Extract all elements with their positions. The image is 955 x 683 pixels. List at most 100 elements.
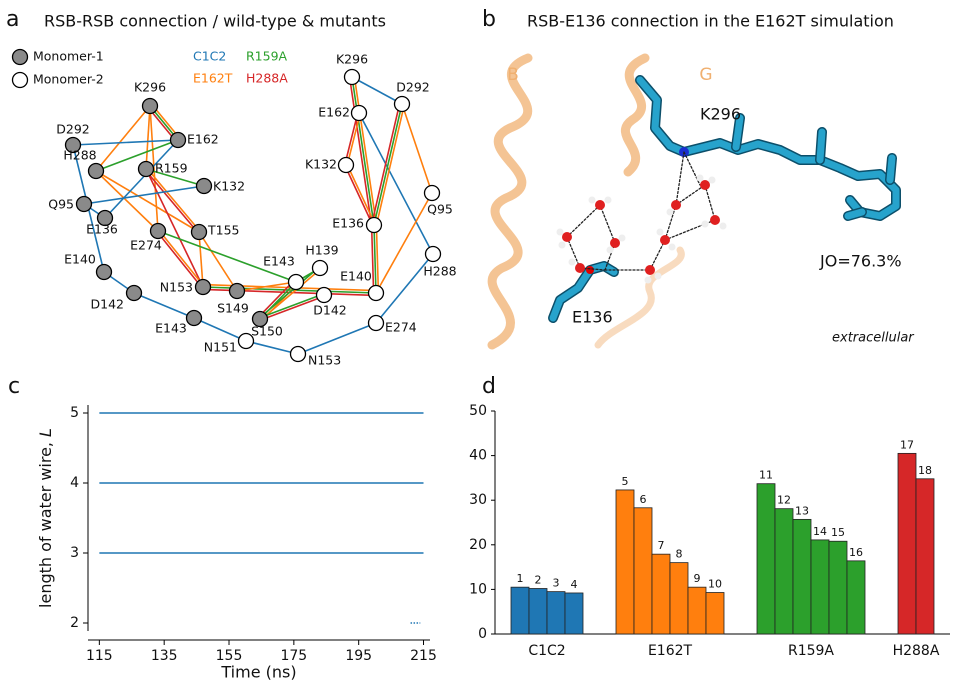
legend-label: Monomer-1 bbox=[33, 49, 104, 64]
panel-letter: c bbox=[8, 374, 20, 399]
edge bbox=[133, 292, 195, 319]
edge bbox=[358, 112, 434, 255]
residue-label: S150 bbox=[251, 324, 283, 339]
y-tick-label: 4 bbox=[70, 475, 79, 491]
residue-node bbox=[393, 95, 411, 113]
bar-label: 10 bbox=[708, 578, 722, 591]
residue-node bbox=[423, 184, 441, 202]
edge bbox=[260, 295, 325, 321]
residue-label: D292 bbox=[396, 80, 429, 95]
edge bbox=[95, 170, 159, 232]
edge bbox=[198, 231, 238, 292]
helix-label: B bbox=[507, 65, 519, 85]
residue-node bbox=[424, 245, 442, 263]
helix-label: G bbox=[699, 65, 712, 85]
edge bbox=[259, 293, 324, 319]
residue-node bbox=[96, 209, 114, 227]
edge bbox=[236, 281, 297, 292]
residue-label: E136 bbox=[86, 222, 118, 237]
residue-node bbox=[194, 278, 212, 296]
y-axis-title: length of water wire, L bbox=[36, 428, 55, 608]
residue-label: E162 bbox=[187, 132, 219, 147]
y-tick-label: 30 bbox=[469, 492, 487, 508]
edge bbox=[157, 230, 297, 283]
y-tick-label: 2 bbox=[70, 615, 79, 631]
residue-label: N151 bbox=[204, 340, 237, 355]
residue-node bbox=[287, 273, 305, 291]
residue-node bbox=[125, 284, 143, 302]
bar-label: 9 bbox=[694, 572, 701, 585]
edge bbox=[401, 103, 433, 194]
bar-label: 5 bbox=[622, 475, 629, 488]
bar bbox=[846, 560, 866, 635]
residue-label: K296 bbox=[336, 52, 368, 67]
bar bbox=[810, 539, 830, 635]
y-axis-title-text: length of water wire, bbox=[36, 442, 55, 608]
edge bbox=[344, 112, 359, 165]
bar-label: 11 bbox=[759, 469, 773, 482]
residue-label: D292 bbox=[56, 122, 89, 137]
edge bbox=[375, 192, 433, 294]
edge bbox=[373, 103, 403, 226]
annotation: JO=76.3% bbox=[819, 252, 902, 271]
y-tick-label: 3 bbox=[70, 545, 79, 561]
residue-label: E136 bbox=[572, 308, 613, 327]
bar bbox=[774, 508, 794, 635]
residue-node bbox=[149, 222, 167, 240]
residue-node bbox=[95, 263, 113, 281]
x-tick-label: C1C2 bbox=[528, 643, 565, 659]
edge bbox=[104, 139, 179, 219]
residue-label: E143 bbox=[263, 254, 295, 269]
edge bbox=[375, 104, 406, 226]
edge bbox=[297, 322, 377, 355]
residue-node bbox=[251, 310, 269, 328]
bar bbox=[633, 507, 653, 635]
residue-node bbox=[64, 136, 82, 154]
residue-label: H139 bbox=[305, 243, 338, 258]
x-tick-label: R159A bbox=[788, 643, 834, 659]
legend-marker bbox=[11, 71, 29, 89]
residue-label: N153 bbox=[160, 280, 193, 295]
x-axis-title: Time (ns) bbox=[220, 663, 296, 682]
bar-label: 13 bbox=[795, 504, 809, 517]
residue-label: K132 bbox=[213, 179, 245, 194]
x-tick-label: 115 bbox=[86, 648, 113, 664]
bar bbox=[546, 591, 566, 635]
residue-label: K296 bbox=[134, 80, 166, 95]
edge bbox=[156, 231, 203, 289]
network: K296 E162 D292 H288 R159 K132 Q95 E136 E274 T155 E… bbox=[11, 49, 457, 368]
panel-letter: d bbox=[482, 374, 496, 399]
x-tick-label: 155 bbox=[216, 648, 243, 664]
bar bbox=[705, 592, 725, 635]
edge bbox=[257, 279, 295, 318]
residue-node bbox=[190, 223, 208, 241]
y-tick-label: 40 bbox=[469, 448, 487, 464]
legend-label: H288A bbox=[246, 71, 288, 86]
legend-label: E162T bbox=[193, 71, 233, 86]
bar-label: 8 bbox=[676, 548, 683, 561]
edge bbox=[158, 229, 205, 287]
x-tick-label: 195 bbox=[345, 648, 372, 664]
legend-label: Monomer-2 bbox=[33, 72, 104, 87]
residue-node bbox=[137, 160, 155, 178]
edge bbox=[144, 169, 199, 234]
bar-label: 14 bbox=[813, 525, 827, 538]
residue-label: E162 bbox=[318, 105, 350, 120]
edge bbox=[348, 77, 373, 226]
y-tick-label: 5 bbox=[70, 405, 79, 421]
edge bbox=[146, 167, 201, 232]
edge bbox=[344, 165, 374, 226]
residue-node bbox=[343, 68, 361, 86]
bar bbox=[669, 562, 689, 635]
edge bbox=[145, 168, 205, 187]
bar bbox=[564, 592, 584, 635]
y-axis-title-symbol: L bbox=[36, 428, 55, 437]
edge bbox=[375, 224, 380, 293]
residue-node bbox=[367, 284, 385, 302]
edge bbox=[245, 340, 299, 355]
residue-node bbox=[311, 259, 329, 277]
bar bbox=[615, 489, 635, 635]
edge bbox=[373, 224, 377, 294]
residue-label: Q95 bbox=[48, 197, 74, 212]
residue-label: H288 bbox=[63, 148, 96, 163]
